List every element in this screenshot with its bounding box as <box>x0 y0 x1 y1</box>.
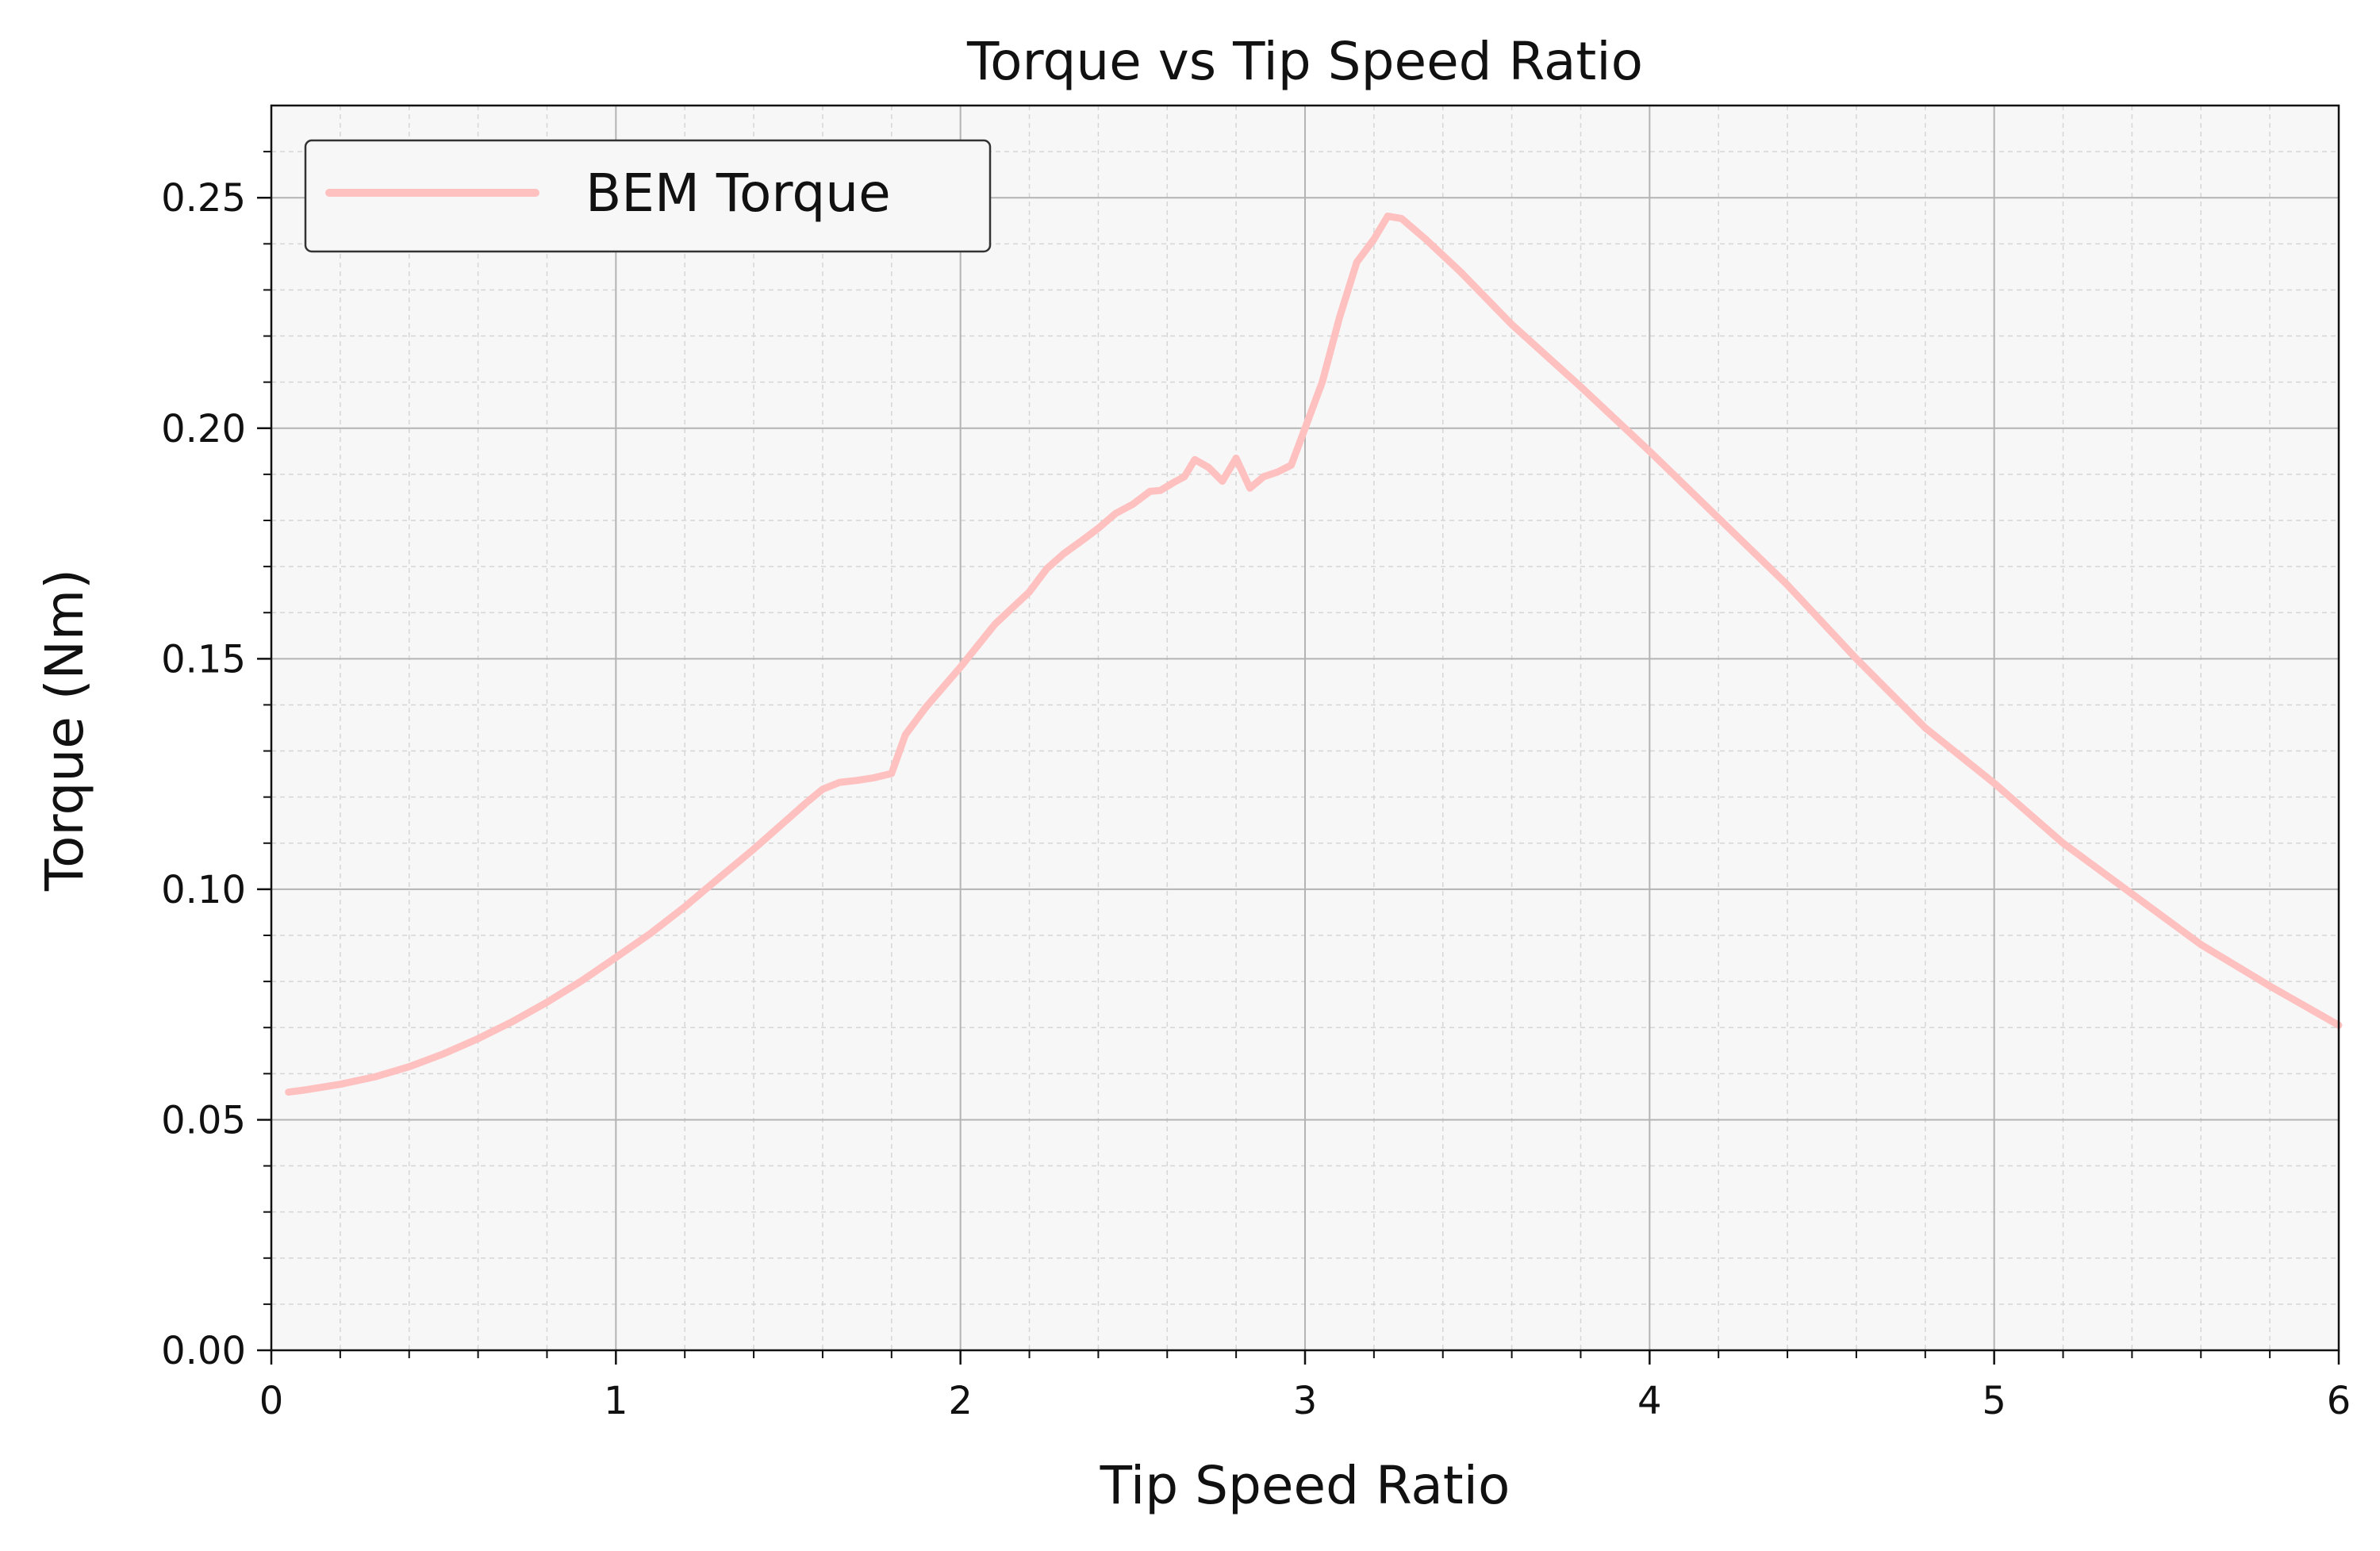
tick-labels: 0 1 2 3 4 5 6 0.00 0.05 0.10 0.15 0.20 0.25 <box>161 176 2351 1423</box>
ticks-layer <box>257 151 2340 1365</box>
x-tick-label: 1 <box>604 1379 628 1423</box>
y-tick-label: 0.05 <box>161 1098 246 1142</box>
x-tick-label: 2 <box>948 1379 973 1423</box>
y-tick-label: 0.15 <box>161 637 246 681</box>
y-tick-label: 0.10 <box>161 868 246 912</box>
chart-title: Torque vs Tip Speed Ratio <box>966 31 1643 92</box>
legend-box <box>304 139 992 253</box>
y-tick-label: 0.00 <box>161 1329 246 1373</box>
x-tick-label: 5 <box>1982 1379 2006 1423</box>
y-tick-label: 0.25 <box>161 176 246 221</box>
x-tick-label: 3 <box>1293 1379 1318 1423</box>
series-line-bem-torque <box>285 213 2343 1096</box>
x-tick-label: 0 <box>259 1379 284 1423</box>
x-axis-title: Tip Speed Ratio <box>1100 1455 1511 1516</box>
y-tick-label: 0.20 <box>161 407 246 451</box>
legend-label: BEM Torque <box>585 163 891 224</box>
series-layer <box>285 213 2343 1096</box>
x-tick-label: 6 <box>2327 1379 2351 1423</box>
legend: BEM Torque <box>304 139 992 253</box>
x-tick-label: 4 <box>1637 1379 1662 1423</box>
y-axis-title: Torque (Nm) <box>34 569 95 892</box>
